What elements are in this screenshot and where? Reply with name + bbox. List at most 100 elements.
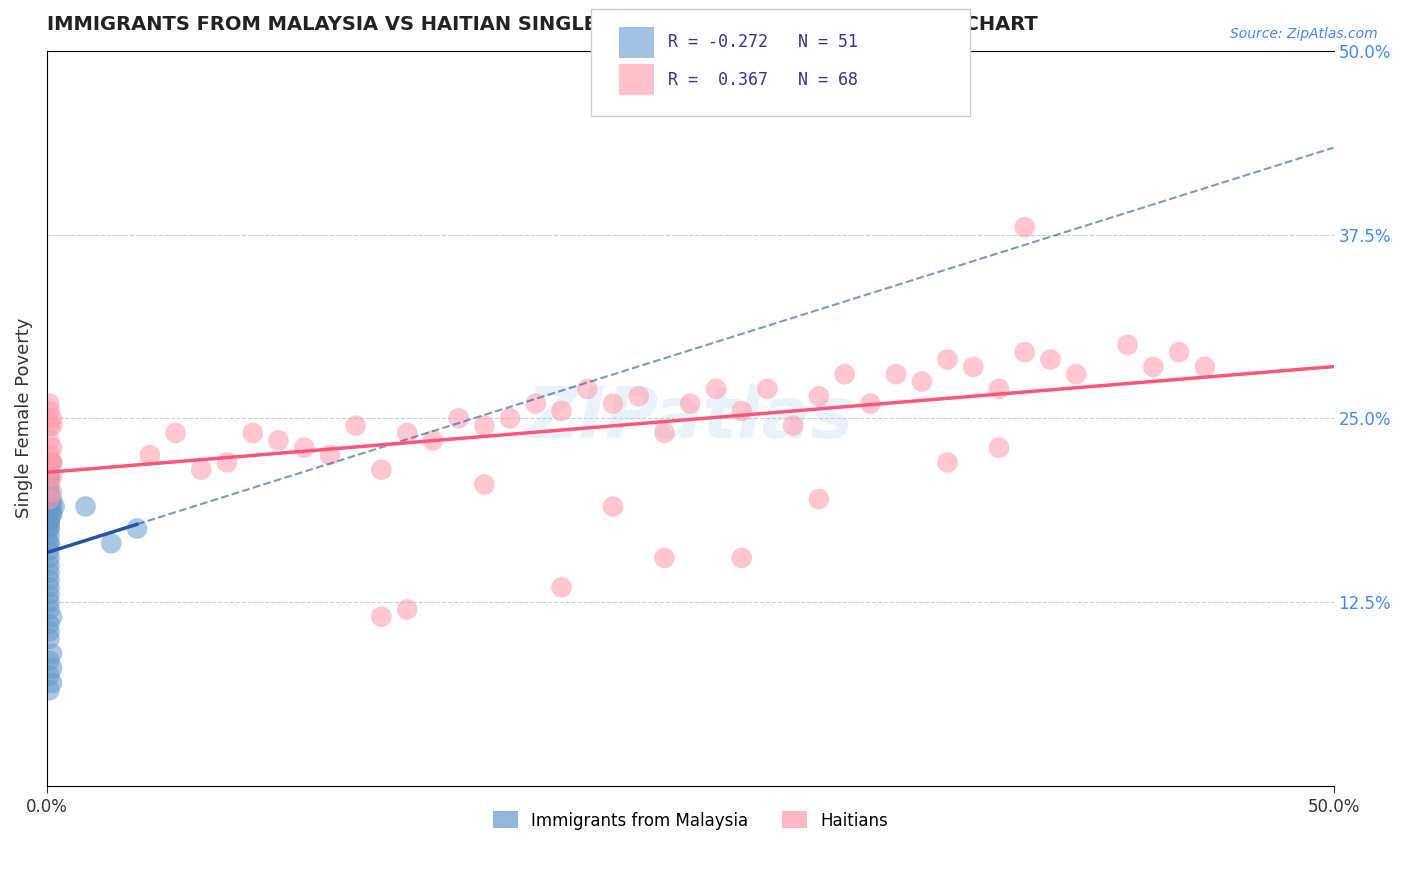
Point	[524, 396, 547, 410]
Point	[242, 425, 264, 440]
Point	[38, 396, 60, 410]
Point	[654, 425, 676, 440]
Y-axis label: Single Female Poverty: Single Female Poverty	[15, 318, 32, 518]
Point	[100, 536, 122, 550]
Point	[38, 551, 60, 566]
Point	[988, 382, 1011, 396]
Point	[38, 448, 60, 462]
Point	[38, 484, 60, 499]
Point	[38, 470, 60, 484]
Point	[38, 514, 60, 528]
Point	[41, 455, 63, 469]
Point	[41, 418, 63, 433]
Point	[38, 484, 60, 499]
Point	[190, 463, 212, 477]
Point	[41, 492, 63, 507]
Point	[41, 441, 63, 455]
Point	[447, 411, 470, 425]
Legend: Immigrants from Malaysia, Haitians: Immigrants from Malaysia, Haitians	[486, 805, 894, 836]
Point	[911, 375, 934, 389]
Point	[38, 492, 60, 507]
Point	[38, 536, 60, 550]
Point	[38, 536, 60, 550]
Point	[679, 396, 702, 410]
Point	[38, 492, 60, 507]
Point	[1014, 345, 1036, 359]
Point	[550, 580, 572, 594]
Point	[38, 463, 60, 477]
Point	[704, 382, 727, 396]
Point	[75, 500, 97, 514]
Point	[38, 507, 60, 521]
Point	[627, 389, 650, 403]
Point	[44, 500, 66, 514]
Text: ZIPatlas: ZIPatlas	[526, 384, 853, 453]
Point	[41, 455, 63, 469]
Point	[38, 455, 60, 469]
Text: IMMIGRANTS FROM MALAYSIA VS HAITIAN SINGLE FEMALE POVERTY CORRELATION CHART: IMMIGRANTS FROM MALAYSIA VS HAITIAN SING…	[46, 15, 1038, 34]
Point	[396, 602, 419, 616]
Point	[499, 411, 522, 425]
Point	[38, 668, 60, 682]
Point	[731, 551, 754, 566]
Point	[215, 455, 238, 469]
Point	[1168, 345, 1191, 359]
Point	[576, 382, 599, 396]
Point	[1039, 352, 1062, 367]
Point	[38, 529, 60, 543]
Point	[38, 434, 60, 448]
Point	[859, 396, 882, 410]
Point	[41, 484, 63, 499]
Point	[41, 507, 63, 521]
Point	[38, 632, 60, 646]
Point	[1194, 359, 1216, 374]
Point	[38, 617, 60, 632]
Point	[834, 368, 856, 382]
Point	[38, 418, 60, 433]
Point	[41, 661, 63, 675]
Point	[125, 522, 148, 536]
Point	[41, 507, 63, 521]
Point	[38, 683, 60, 698]
Point	[1064, 368, 1087, 382]
Point	[370, 609, 392, 624]
Point	[38, 500, 60, 514]
Point	[38, 404, 60, 418]
Text: R = -0.272   N = 51: R = -0.272 N = 51	[668, 33, 858, 51]
Point	[38, 470, 60, 484]
Point	[38, 543, 60, 558]
Point	[756, 382, 779, 396]
Point	[344, 418, 367, 433]
Point	[472, 418, 495, 433]
Point	[1142, 359, 1164, 374]
Point	[41, 411, 63, 425]
Point	[38, 492, 60, 507]
Point	[41, 609, 63, 624]
Point	[988, 441, 1011, 455]
Point	[38, 500, 60, 514]
Point	[1014, 220, 1036, 235]
Point	[38, 522, 60, 536]
Point	[884, 368, 907, 382]
Point	[139, 448, 162, 462]
Point	[472, 477, 495, 491]
Point	[38, 514, 60, 528]
Point	[319, 448, 342, 462]
Point	[962, 359, 984, 374]
Point	[38, 595, 60, 609]
Point	[165, 425, 187, 440]
Point	[38, 573, 60, 587]
Point	[38, 477, 60, 491]
Point	[807, 389, 830, 403]
Point	[38, 500, 60, 514]
Point	[1116, 338, 1139, 352]
Point	[267, 434, 290, 448]
Point	[654, 551, 676, 566]
Point	[38, 507, 60, 521]
Point	[936, 352, 959, 367]
Point	[550, 404, 572, 418]
Point	[38, 624, 60, 639]
Point	[38, 588, 60, 602]
Point	[38, 580, 60, 594]
Point	[602, 500, 624, 514]
